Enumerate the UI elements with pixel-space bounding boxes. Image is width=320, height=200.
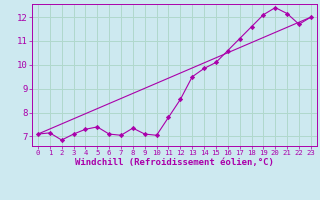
X-axis label: Windchill (Refroidissement éolien,°C): Windchill (Refroidissement éolien,°C) [75,158,274,167]
